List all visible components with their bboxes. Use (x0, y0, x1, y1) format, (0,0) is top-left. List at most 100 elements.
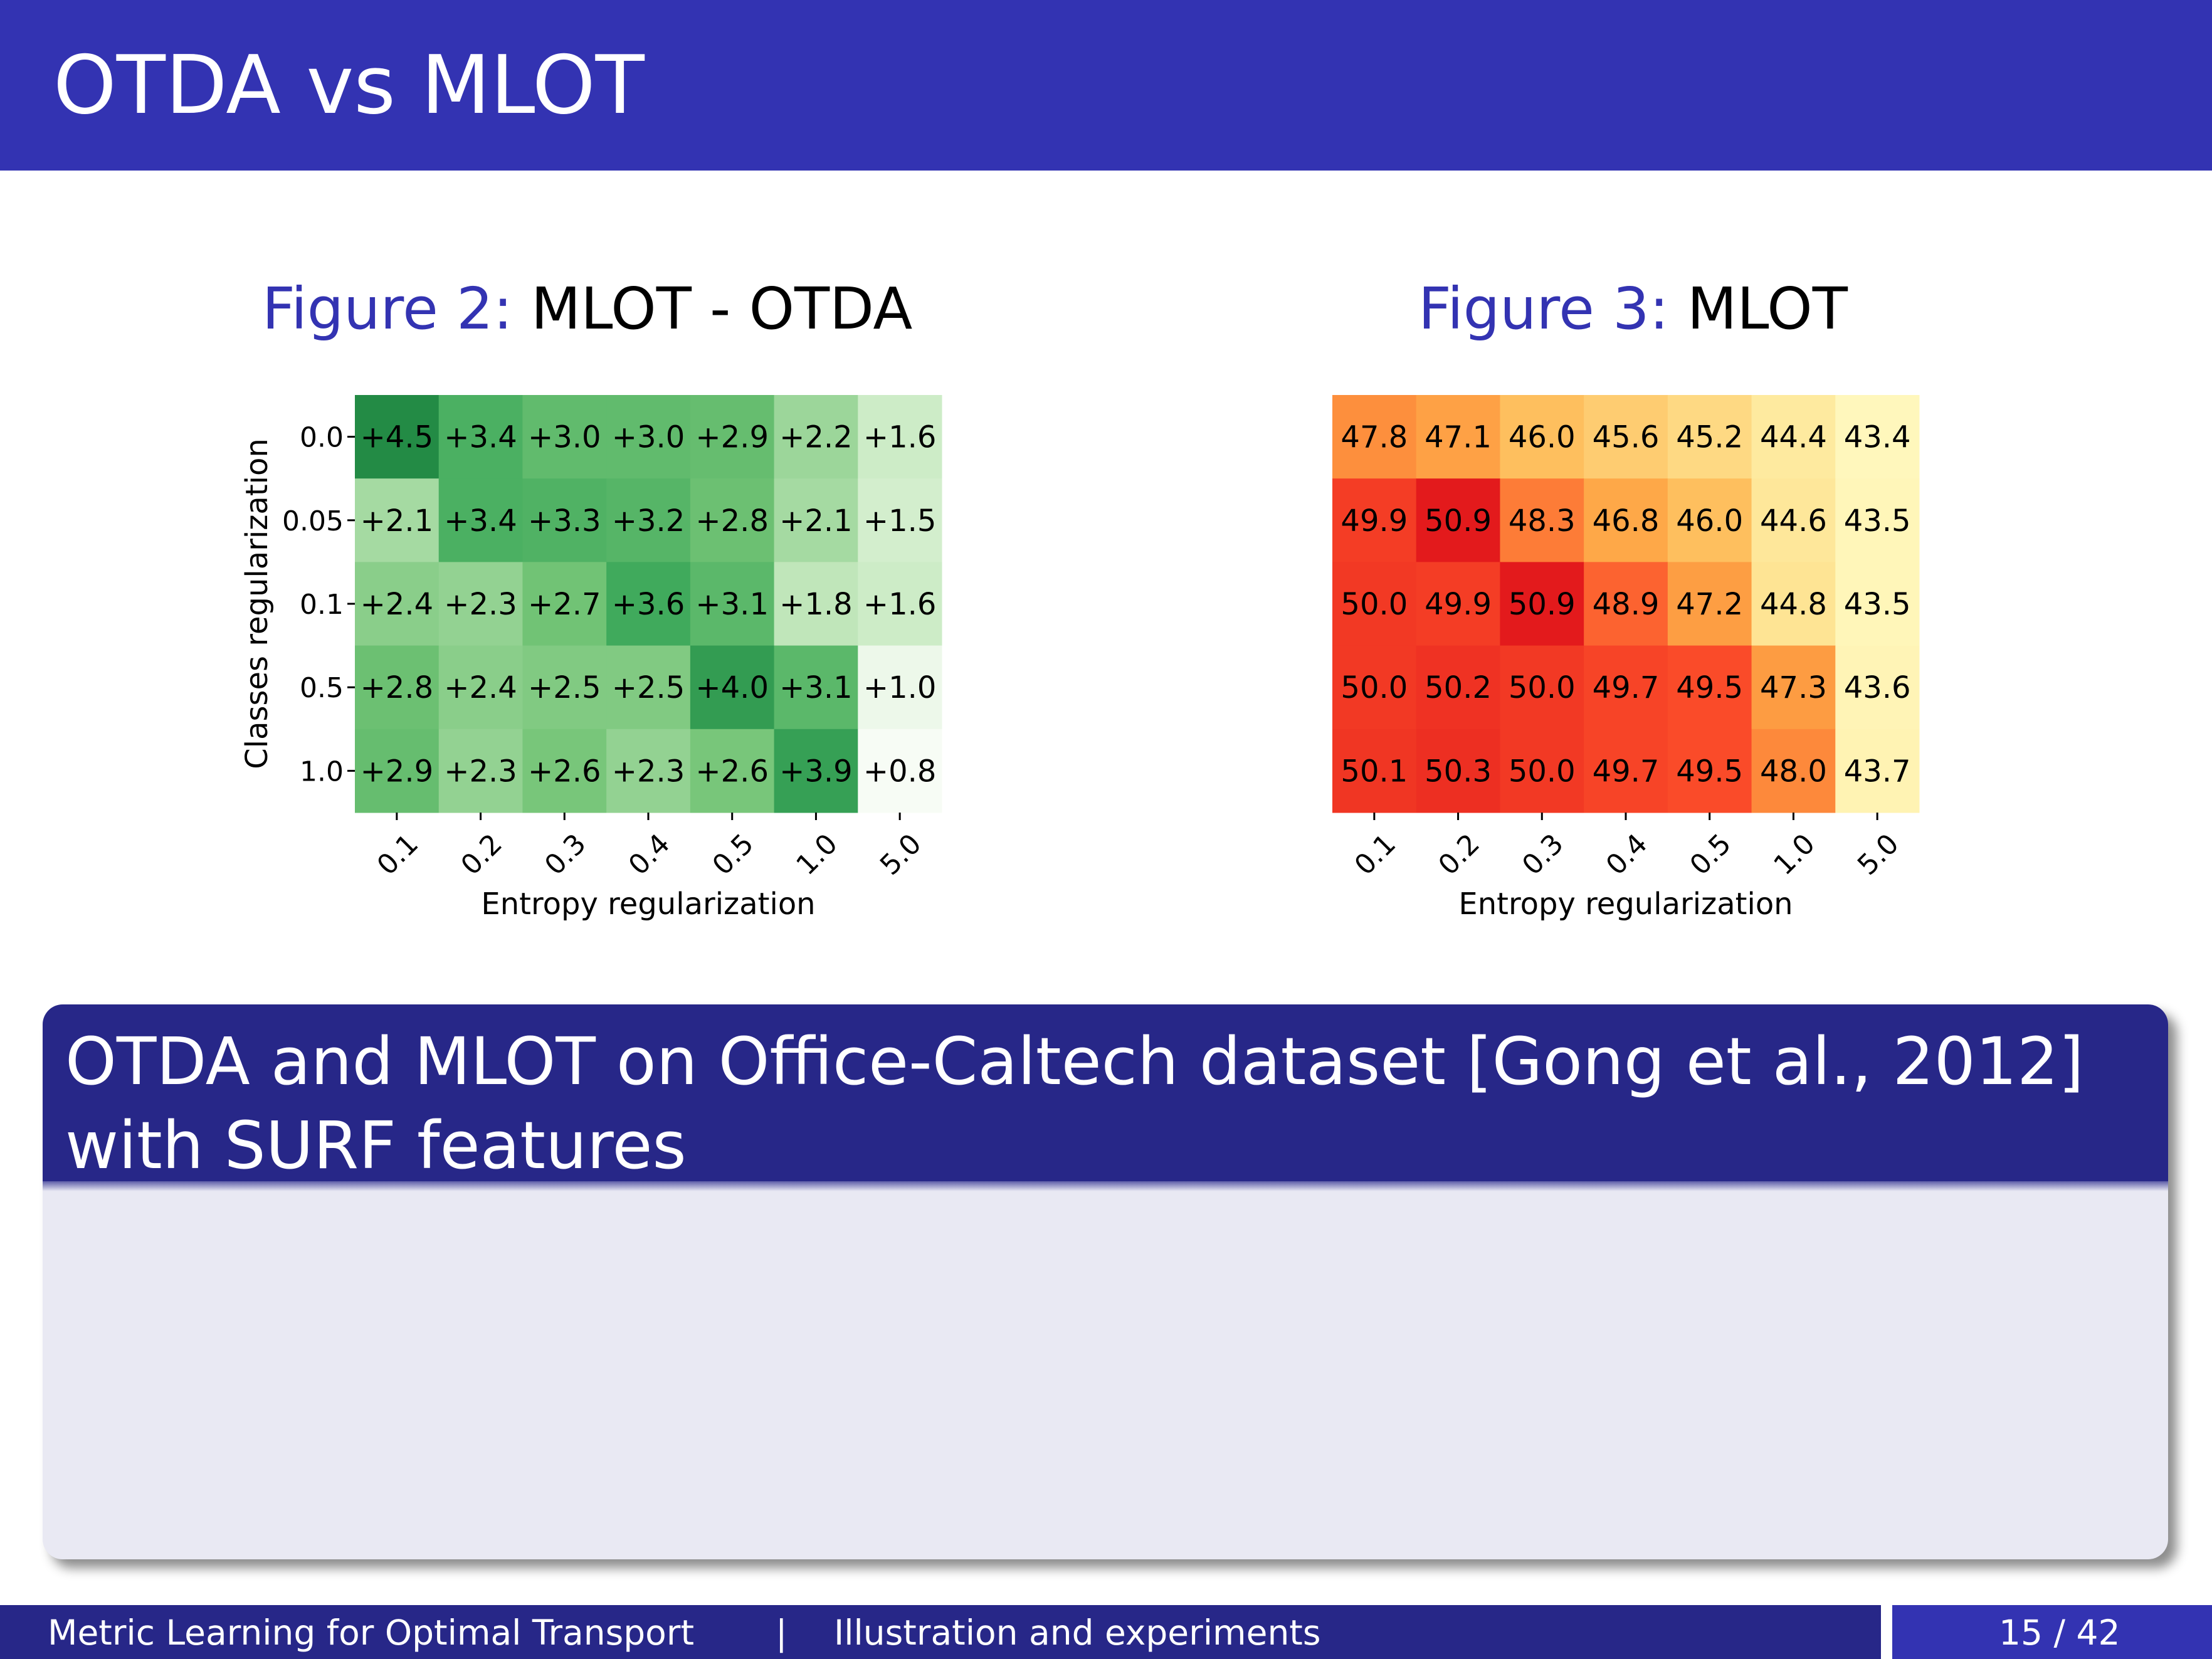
heatmap-right-cell (1416, 562, 1500, 646)
heatmap-right-cell-label: 50.9 (1425, 503, 1492, 539)
heatmap-left-cell (522, 729, 607, 813)
heatmap-right-cell-label: 49.7 (1593, 754, 1660, 789)
heatmap-right-cell (1667, 562, 1752, 646)
heatmap-left-cell (522, 478, 607, 562)
heatmap-left-cell-label: +1.0 (863, 670, 937, 705)
heatmap-right-cell-label: 43.6 (1844, 670, 1911, 705)
heatmap-left-cell (355, 645, 440, 730)
heatmap-left-cell-label: +1.5 (863, 503, 937, 539)
heatmap-left-cell-label: +1.6 (863, 587, 937, 622)
heatmap-right-cell (1584, 645, 1668, 730)
heatmap-right-cell-label: 47.3 (1760, 670, 1827, 705)
heatmap-right-cell-label: 47.1 (1425, 420, 1492, 455)
heatmap-left-cell (606, 645, 691, 730)
heatmap-left-cell (606, 729, 691, 813)
heatmap-left-cell-label: +3.1 (779, 670, 853, 705)
heatmap-left-cell-label: +3.9 (779, 754, 853, 789)
heatmap-left-cell-label: +3.0 (528, 420, 601, 455)
heatmap-left-cell (858, 478, 942, 562)
heatmap-left-y-tick-label: 0.0 (300, 422, 344, 454)
heatmap-left-cell-label: +2.6 (695, 754, 769, 789)
heatmap-right-cell-label: 46.8 (1593, 503, 1660, 539)
heatmap-right-cell-label: 43.5 (1844, 503, 1911, 539)
heatmap-left-cell (690, 395, 775, 479)
heatmap-right-cell (1751, 562, 1836, 646)
heatmap-right-cell (1332, 645, 1417, 730)
heatmap-left-cell-label: +2.9 (361, 754, 434, 789)
footer-separator: | (776, 1613, 787, 1653)
heatmap-mlot-minus-otda: +4.5 +3.4 +3.0 +3.0 +2.9 +2.2 +1.6 +2.1 +3.4 +3.3… (240, 395, 942, 922)
heatmap-right-cell (1584, 562, 1668, 646)
heatmap-mlot: 47.8 47.1 46.0 45.6 45.2 44.4 43.4 49.9 50.9 48.3… (1332, 395, 1920, 922)
slide-title: OTDA vs MLOT (53, 39, 645, 132)
heatmap-left-cell (355, 395, 440, 479)
heatmap-right-cell (1500, 562, 1584, 646)
heatmap-right-cell (1751, 395, 1836, 479)
heatmap-left-cell (438, 729, 523, 813)
heatmap-right-cell (1584, 395, 1668, 479)
footer-right-bar (1892, 1605, 2212, 1659)
title-bar: OTDA vs MLOT (0, 0, 2212, 171)
heatmap-right-x-tick-label: 1.0 (1767, 828, 1821, 882)
heatmap-left-cell-label: +4.5 (361, 420, 434, 455)
heatmap-left-y-axis-label: Classes regularization (240, 438, 275, 769)
heatmap-left-cell-label: +2.9 (695, 420, 769, 455)
heatmap-left-cell-label: +3.1 (695, 587, 769, 622)
heatmap-right-cell-label: 49.9 (1425, 587, 1492, 622)
heatmap-right-cell (1751, 729, 1836, 813)
heatmap-right-cell-label: 50.0 (1340, 670, 1408, 705)
heatmap-right-cell (1500, 645, 1584, 730)
footer-title: Metric Learning for Optimal Transport (48, 1613, 695, 1653)
heatmap-left-cell-label: +2.3 (612, 754, 685, 789)
heatmap-right-cell (1751, 645, 1836, 730)
heatmap-right-cell-label: 49.5 (1676, 670, 1743, 705)
heatmap-right-cell-label: 45.2 (1676, 420, 1743, 455)
heatmap-left-cell (606, 395, 691, 479)
heatmap-left-cell (606, 562, 691, 646)
heatmap-left-cell (858, 562, 942, 646)
figure-3-caption: Figure 3: MLOT (1418, 275, 1848, 344)
heatmap-right-cell-label: 46.0 (1676, 503, 1743, 539)
heatmap-left-cell-label: +2.8 (695, 503, 769, 539)
heatmap-left-cell (522, 395, 607, 479)
heatmap-left-cell (774, 562, 858, 646)
heatmap-left-cell-label: +3.0 (612, 420, 685, 455)
heatmap-left-cell-label: +3.4 (444, 420, 517, 455)
heatmap-right-cell (1584, 729, 1668, 813)
heatmap-left-cell-label: +1.6 (863, 420, 937, 455)
heatmap-left-cell-label: +2.3 (444, 587, 517, 622)
heatmap-right-cell (1416, 729, 1500, 813)
heatmap-right-x-tick-label: 0.3 (1516, 828, 1570, 882)
heatmap-right-cell-label: 49.9 (1340, 503, 1408, 539)
heatmap-right-cell (1835, 395, 1920, 479)
heatmap-right-cell-label: 48.3 (1509, 503, 1576, 539)
heatmap-left-cell-label: +2.6 (528, 754, 601, 789)
heatmap-left-y-tick-label: 0.05 (282, 505, 344, 537)
heatmap-right-cell-label: 50.1 (1340, 754, 1408, 789)
heatmap-right-cell (1332, 395, 1417, 479)
heatmap-left-cell (438, 395, 523, 479)
heatmap-right-cell-label: 43.7 (1844, 754, 1911, 789)
heatmap-left-cell-label: +2.4 (444, 670, 517, 705)
heatmap-left-cell-label: +2.2 (779, 420, 853, 455)
heatmap-left-cell-label: +2.7 (528, 587, 601, 622)
heatmap-right-cell-label: 47.2 (1676, 587, 1743, 622)
heatmap-left-cell (522, 645, 607, 730)
heatmap-right-cell-label: 45.6 (1593, 420, 1660, 455)
heatmap-left-cell (355, 478, 440, 562)
heatmap-right-cell (1835, 478, 1920, 562)
heatmap-right-x-tick-label: 0.5 (1684, 828, 1738, 882)
heatmap-right-x-tick-label: 0.1 (1349, 828, 1403, 882)
heatmap-left-cell-label: +2.5 (612, 670, 685, 705)
heatmap-left-cell-label: +4.0 (695, 670, 769, 705)
heatmap-right-cell-label: 49.7 (1593, 670, 1660, 705)
heatmap-left-cell (690, 478, 775, 562)
heatmap-right-cell (1667, 645, 1752, 730)
heatmap-right-x-tick-label: 0.2 (1432, 828, 1486, 882)
heatmap-right-cell-label: 46.0 (1509, 420, 1576, 455)
heatmap-right-cell-label: 50.3 (1425, 754, 1492, 789)
heatmap-right-cell (1751, 478, 1836, 562)
heatmap-left-cell (858, 645, 942, 730)
heatmap-right-cell (1667, 395, 1752, 479)
heatmap-left-cell (774, 395, 858, 479)
